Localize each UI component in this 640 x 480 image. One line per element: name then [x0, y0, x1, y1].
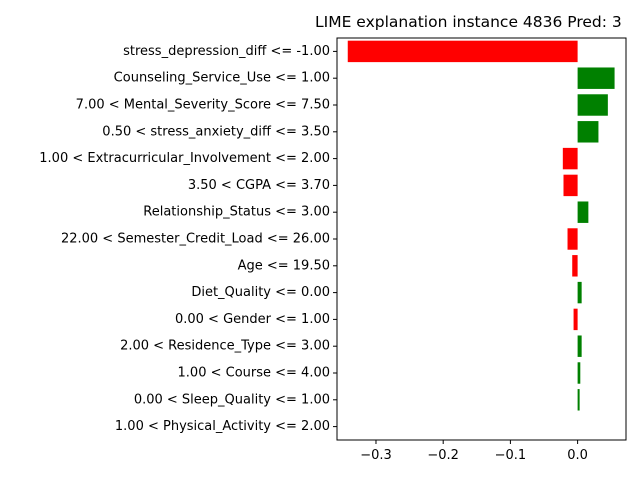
y-tick-label: 22.00 < Semester_Credit_Load <= 26.00 [61, 232, 330, 247]
chart-title: LIME explanation instance 4836 Pred: 3 [315, 13, 622, 31]
bar-8 [567, 228, 578, 250]
bar-1 [347, 40, 578, 63]
y-tick-label: 2.00 < Residence_Type <= 3.00 [120, 339, 330, 354]
bar-13 [577, 362, 581, 384]
x-tick-label: −0.2 [427, 448, 459, 463]
bars-layer [347, 40, 615, 411]
y-tick-labels: stress_depression_diff <= -1.00 Counselin… [39, 44, 337, 434]
y-tick-label: 0.00 < Gender <= 1.00 [175, 312, 330, 327]
bar-5 [562, 147, 578, 170]
x-tick-label: −0.3 [360, 448, 392, 463]
bar-4 [577, 121, 599, 143]
bar-10 [577, 281, 582, 304]
y-tick-label: 1.00 < Physical_Activity <= 2.00 [115, 419, 330, 434]
bar-14 [577, 389, 580, 411]
y-tick-label: 1.00 < Course <= 4.00 [178, 366, 330, 381]
bar-12 [577, 335, 582, 357]
x-tick-label: 0.0 [567, 448, 588, 463]
x-tick-label: −0.1 [495, 448, 527, 463]
y-tick-label: 3.50 < CGPA <= 3.70 [188, 178, 330, 193]
bar-3 [577, 94, 608, 116]
plot-frame [336, 37, 627, 441]
y-tick-label: Relationship_Status <= 3.00 [143, 205, 330, 220]
y-tick-label: Diet_Quality <= 0.00 [191, 285, 330, 300]
bar-2 [577, 67, 615, 89]
y-tick-label: 1.00 < Extracurricular_Involvement <= 2.… [39, 151, 330, 166]
y-tick-label: 0.50 < stress_anxiety_diff <= 3.50 [102, 124, 330, 139]
bar-11 [573, 308, 578, 331]
y-tick-label: Counseling_Service_Use <= 1.00 [114, 71, 330, 86]
bar-7 [577, 201, 589, 223]
bar-6 [563, 174, 578, 197]
bar-9 [572, 255, 578, 277]
x-axis-ticks: −0.3 −0.2 −0.1 0.0 [360, 440, 588, 463]
y-tick-label: 7.00 < Mental_Severity_Score <= 7.50 [76, 98, 330, 113]
y-tick-label: Age <= 19.50 [238, 258, 330, 273]
y-tick-label: 0.00 < Sleep_Quality <= 1.00 [134, 392, 330, 407]
y-tick-label: stress_depression_diff <= -1.00 [123, 44, 330, 59]
